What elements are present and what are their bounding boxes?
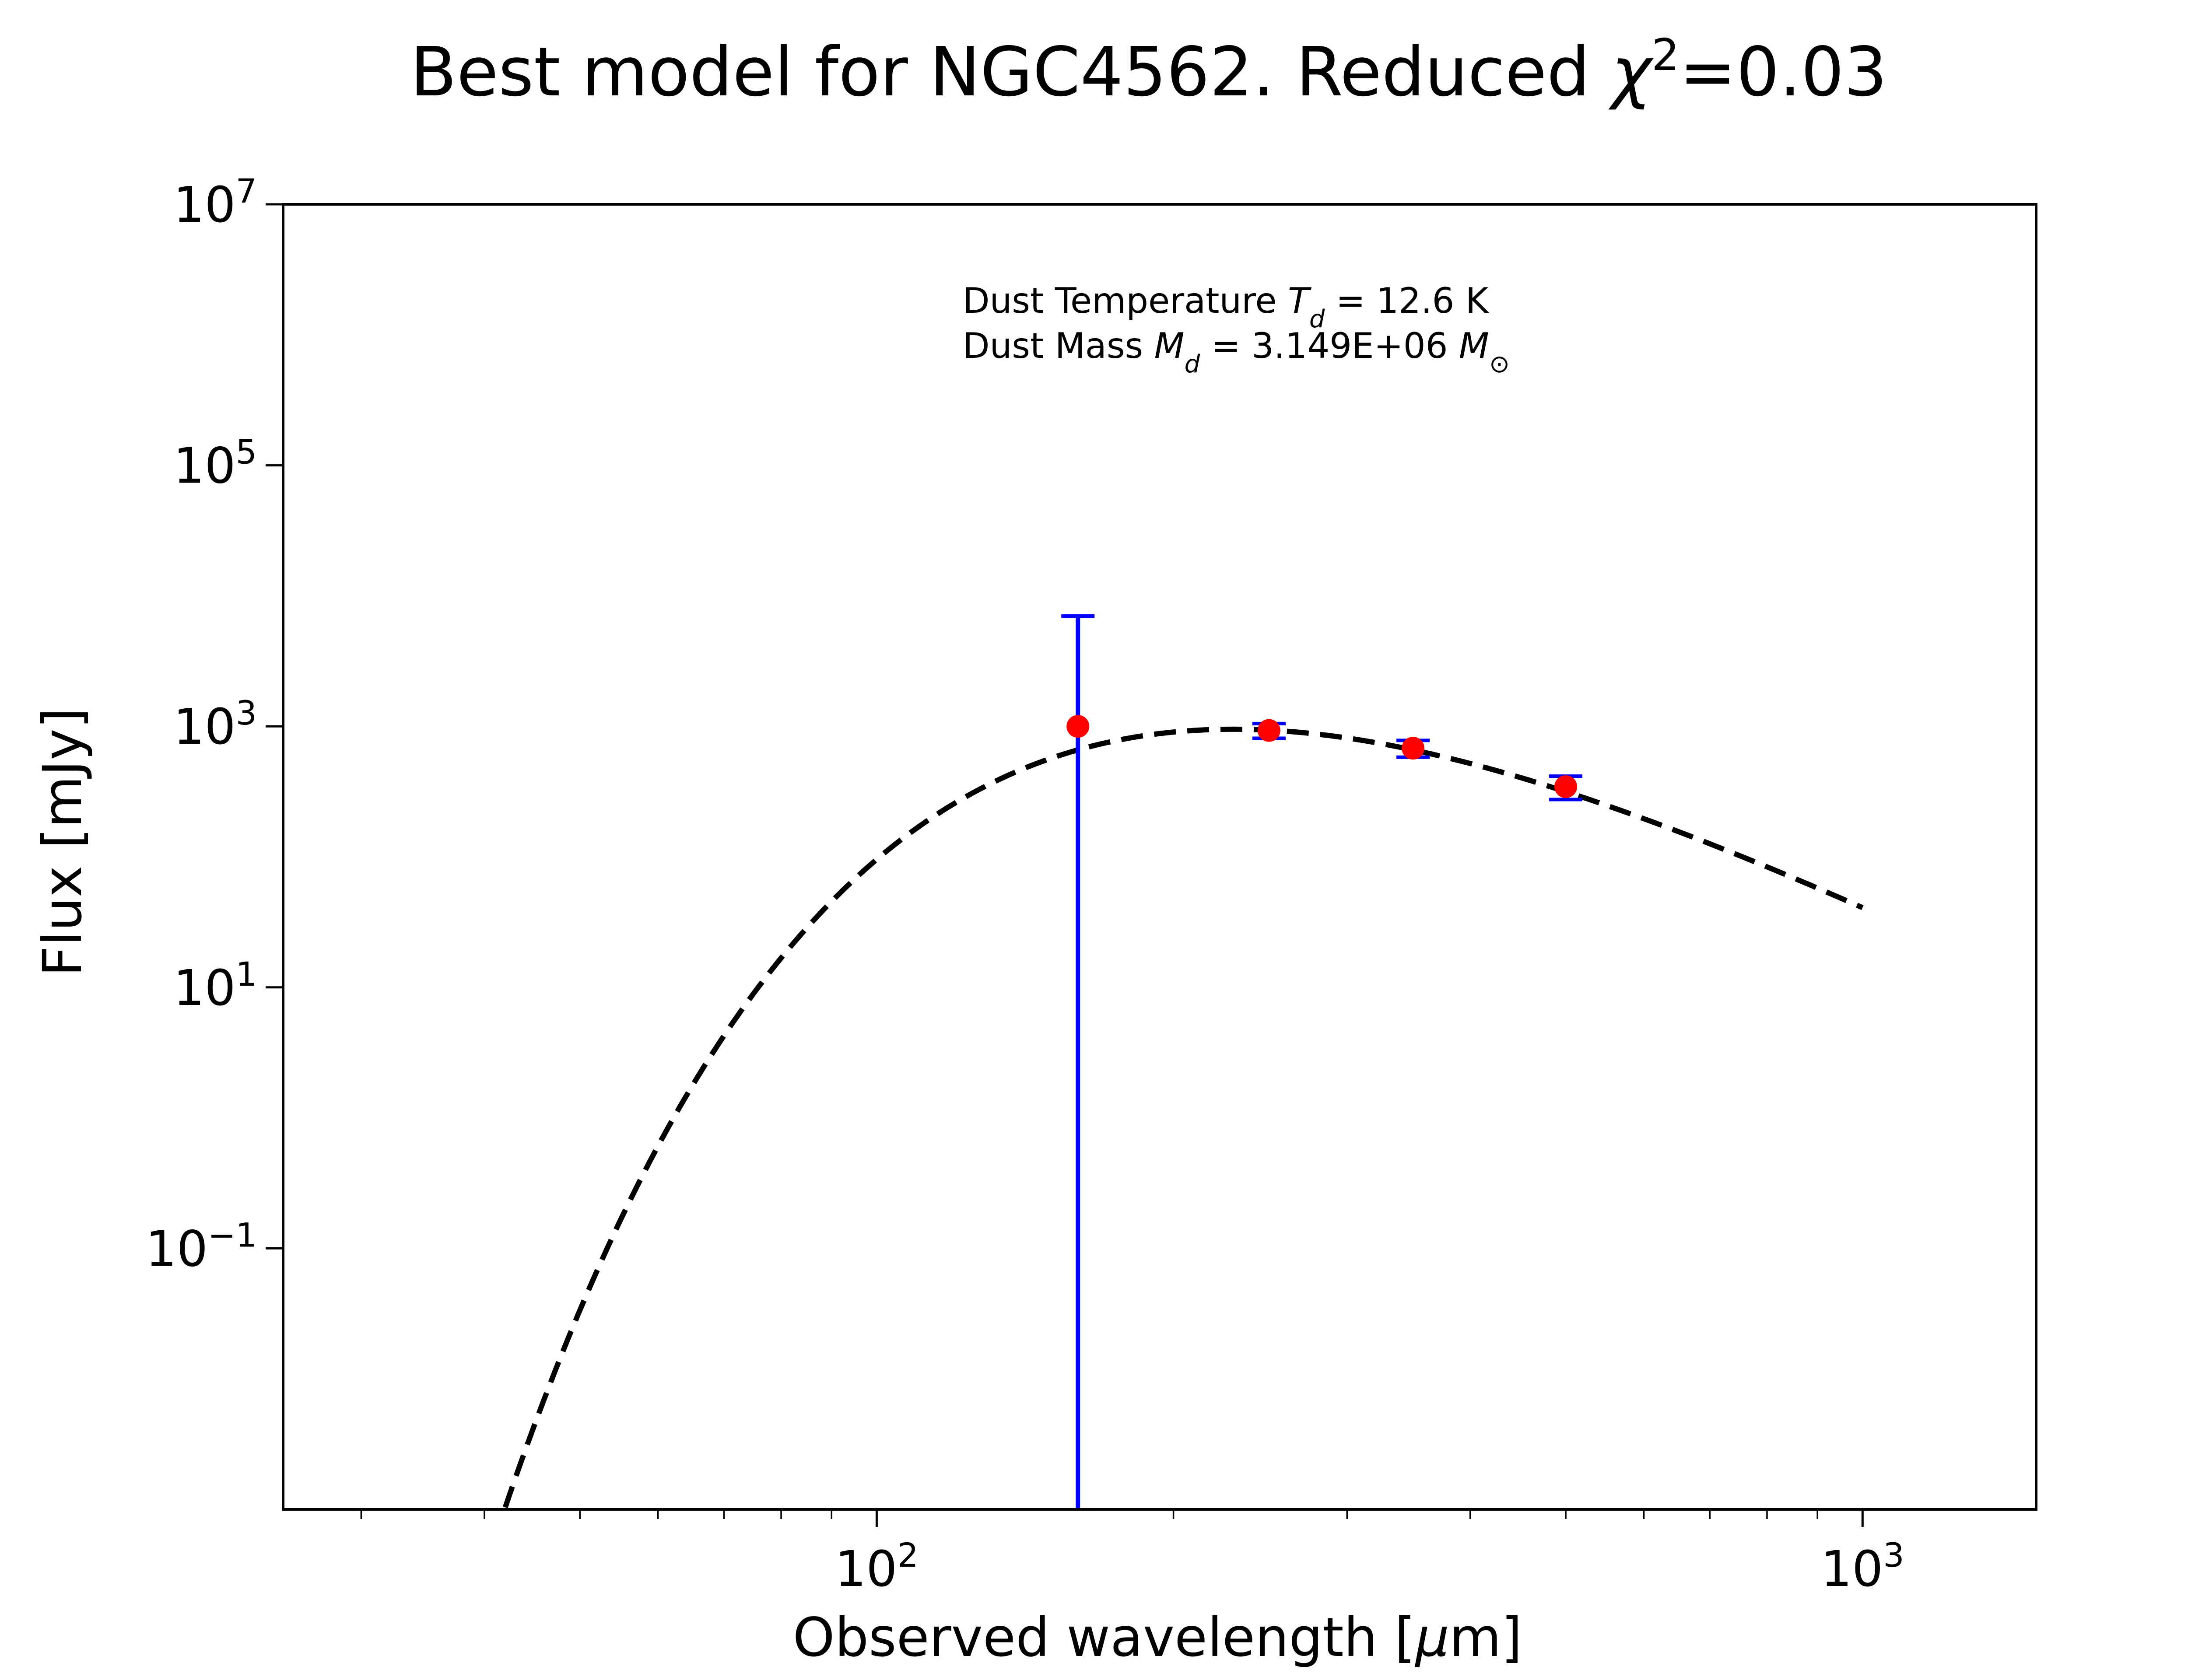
x-axis-label: Observed wavelength [μm] [793,1606,1522,1669]
axes-frame [282,203,2037,1511]
y-tick-label-5: 107 [173,172,257,234]
x-axis-ticks: 102 103 [360,1509,1904,1598]
model-curve-layer [502,726,1864,1508]
y-axis-ticks: 10−1 101 103 105 107 [145,172,283,1278]
x-tick-label-2: 103 [1821,1536,1904,1598]
data-marker-1 [1066,715,1090,738]
data-marker-3 [1402,737,1425,760]
plot-area: 102 103 10−1 101 103 105 107 [145,172,2037,1598]
chart-title: Best model for NGC4562. Reduced χ2=0.03 [410,29,1887,112]
data-marker-2 [1257,719,1280,742]
y-tick-label-1: 10−1 [145,1215,257,1278]
x-tick-label-1: 102 [835,1536,919,1598]
model-curve [502,726,1864,1508]
y-tick-label-3: 103 [173,693,257,756]
y-tick-label-4: 105 [173,432,257,495]
dust-temperature-annotation: Dust Temperature Td = 12.6 K [963,280,1490,333]
data-point-4 [1549,774,1583,802]
data-marker-4 [1554,775,1578,798]
data-point-3 [1396,737,1430,760]
data-point-1 [1061,614,1095,1509]
dust-mass-annotation: Dust Mass Md = 3.149E+06 M⊙ [963,326,1510,378]
y-tick-label-2: 101 [173,954,257,1017]
y-axis-label: Flux [mJy] [32,708,94,977]
data-point-2 [1252,719,1286,742]
data-points-layer [1061,614,1583,1509]
